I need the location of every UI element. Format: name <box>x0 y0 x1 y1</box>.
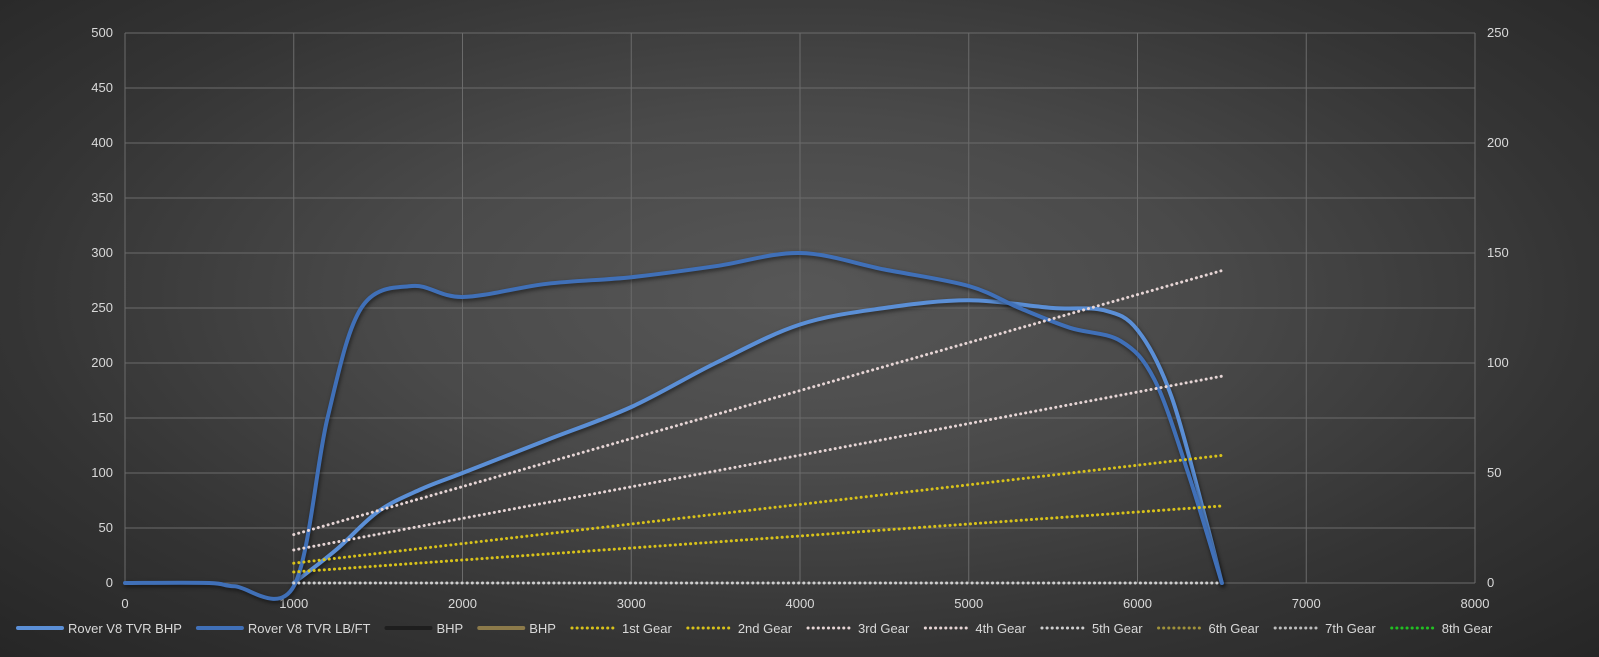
gridlines <box>124 32 1476 584</box>
series-line-5 <box>292 453 1224 565</box>
y-left-tick-label: 100 <box>91 465 113 480</box>
x-tick-label: 4000 <box>786 596 815 611</box>
y-right-tick-label: 100 <box>1487 355 1509 370</box>
right-y-axis: 0 50 100 150 200 250 <box>1487 25 1509 590</box>
y-right-tick-label: 250 <box>1487 25 1509 40</box>
y-left-tick-label: 500 <box>91 25 113 40</box>
x-tick-label: 7000 <box>1292 596 1321 611</box>
y-left-tick-label: 0 <box>106 575 113 590</box>
left-y-axis: 0 50 100 150 200 250 300 350 400 450 500 <box>91 25 113 590</box>
legend-label-8: 5th Gear <box>1092 621 1143 636</box>
y-left-tick-label: 250 <box>91 300 113 315</box>
legend-label-2: BHP <box>437 621 464 636</box>
y-left-tick-label: 400 <box>91 135 113 150</box>
legend-label-9: 6th Gear <box>1209 621 1260 636</box>
y-left-tick-label: 200 <box>91 355 113 370</box>
y-right-tick-label: 50 <box>1487 465 1501 480</box>
legend-label-5: 2nd Gear <box>738 621 793 636</box>
legend-label-7: 4th Gear <box>975 621 1026 636</box>
series-layer <box>123 250 1224 601</box>
y-right-tick-label: 200 <box>1487 135 1509 150</box>
y-right-tick-label: 150 <box>1487 245 1509 260</box>
x-tick-label: 6000 <box>1123 596 1152 611</box>
x-tick-label: 8000 <box>1461 596 1490 611</box>
x-tick-label: 0 <box>121 596 128 611</box>
legend-label-3: BHP <box>529 621 556 636</box>
series-line-0 <box>291 298 1224 585</box>
series-line-4 <box>292 504 1224 574</box>
y-right-tick-label: 0 <box>1487 575 1494 590</box>
legend-label-0: Rover V8 TVR BHP <box>68 621 182 636</box>
legend-label-11: 8th Gear <box>1442 621 1493 636</box>
legend-label-1: Rover V8 TVR LB/FT <box>248 621 371 636</box>
legend: Rover V8 TVR BHP Rover V8 TVR LB/FT BHP BHP… <box>16 621 1493 636</box>
x-tick-label: 2000 <box>448 596 477 611</box>
y-left-tick-label: 450 <box>91 80 113 95</box>
series-line-6 <box>292 374 1224 552</box>
series-line-1 <box>123 250 1224 601</box>
legend-label-4: 1st Gear <box>622 621 673 636</box>
series-line-7 <box>292 269 1224 537</box>
x-axis: 0 1000 2000 3000 4000 5000 6000 7000 8000 <box>121 596 1489 611</box>
y-left-tick-label: 50 <box>99 520 113 535</box>
y-left-tick-label: 300 <box>91 245 113 260</box>
y-left-tick-label: 150 <box>91 410 113 425</box>
x-tick-label: 1000 <box>279 596 308 611</box>
y-left-tick-label: 350 <box>91 190 113 205</box>
legend-label-10: 7th Gear <box>1325 621 1376 636</box>
x-tick-label: 5000 <box>954 596 983 611</box>
x-tick-label: 3000 <box>617 596 646 611</box>
legend-label-6: 3rd Gear <box>858 621 910 636</box>
